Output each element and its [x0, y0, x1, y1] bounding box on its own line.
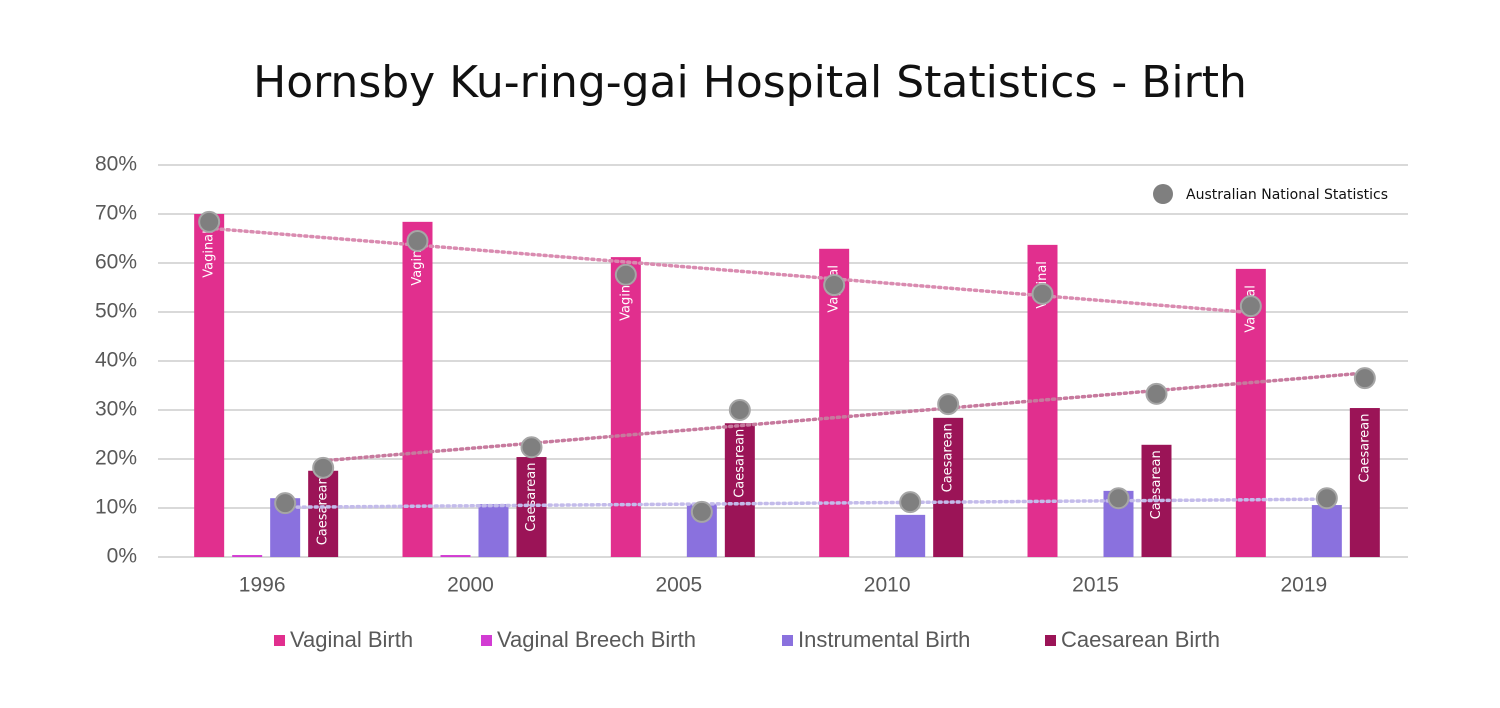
bar-label: Vaginal	[202, 230, 217, 278]
bar	[478, 504, 509, 557]
national-marker	[823, 274, 846, 297]
legend-label: Australian National Statistics	[1186, 187, 1388, 203]
y-tick-label: 10%	[95, 496, 137, 519]
y-tick-label: 0%	[107, 545, 137, 568]
national-marker	[1145, 382, 1168, 405]
national-marker	[1353, 367, 1376, 390]
legend-swatch	[1045, 635, 1056, 646]
national-marker	[1239, 295, 1262, 318]
bar	[308, 470, 339, 557]
legend-label: Vaginal Birth	[290, 627, 413, 652]
national-marker	[406, 229, 429, 252]
national-marker	[1107, 487, 1130, 510]
national-marker	[899, 491, 922, 514]
bar	[194, 214, 225, 557]
national-marker	[198, 210, 221, 233]
legend-swatch	[782, 635, 793, 646]
legend-marker	[1153, 184, 1173, 204]
bar	[895, 514, 926, 557]
y-tick-label: 20%	[95, 447, 137, 470]
legend-label: Instrumental Birth	[798, 627, 970, 652]
chart-title: Hornsby Ku-ring-gai Hospital Statistics …	[253, 57, 1247, 108]
bar-label: Vaginal	[618, 273, 633, 321]
national-marker	[274, 492, 297, 515]
bar-label: Caesarean	[732, 429, 747, 498]
bar	[819, 248, 850, 558]
bar	[1349, 408, 1380, 557]
national-marker	[728, 399, 751, 421]
y-tick-label: 30%	[95, 398, 137, 421]
y-tick-label: 50%	[95, 300, 137, 323]
bar	[440, 555, 471, 557]
national-marker	[312, 456, 335, 479]
bar	[232, 555, 263, 557]
x-tick-label: 1996	[239, 574, 286, 597]
x-tick-label: 2005	[655, 574, 702, 597]
national-marker	[520, 436, 543, 459]
national-marker	[937, 393, 960, 416]
x-tick-label: 2019	[1280, 574, 1327, 597]
y-tick-label: 60%	[95, 251, 137, 274]
national-marker	[1315, 487, 1338, 510]
bar-label: Caesarean	[524, 463, 539, 532]
y-tick-label: 70%	[95, 202, 137, 225]
legend-swatch	[481, 635, 492, 646]
national-marker	[614, 263, 637, 286]
bar-label: Caesarean	[316, 476, 331, 545]
x-tick-label: 2000	[447, 574, 494, 597]
bar	[724, 423, 755, 557]
x-tick-label: 2010	[864, 574, 911, 597]
bar	[933, 417, 964, 557]
trend-line	[207, 226, 1253, 315]
bar-label: Caesarean	[1357, 414, 1372, 483]
legend-label: Vaginal Breech Birth	[497, 627, 696, 652]
national-marker	[1031, 282, 1054, 305]
x-tick-label: 2015	[1072, 574, 1119, 597]
bar-label: Caesarean	[941, 423, 956, 492]
bar	[402, 221, 433, 557]
trend-line	[283, 497, 1329, 509]
bar	[610, 257, 641, 557]
legend-label: Caesarean Birth	[1061, 627, 1220, 652]
y-tick-label: 80%	[95, 153, 137, 176]
bar	[1311, 505, 1342, 557]
y-tick-label: 40%	[95, 349, 137, 372]
bar-label: Caesarean	[1149, 450, 1164, 519]
national-marker	[690, 500, 713, 523]
trend-line	[321, 371, 1367, 463]
legend-swatch	[274, 635, 285, 646]
